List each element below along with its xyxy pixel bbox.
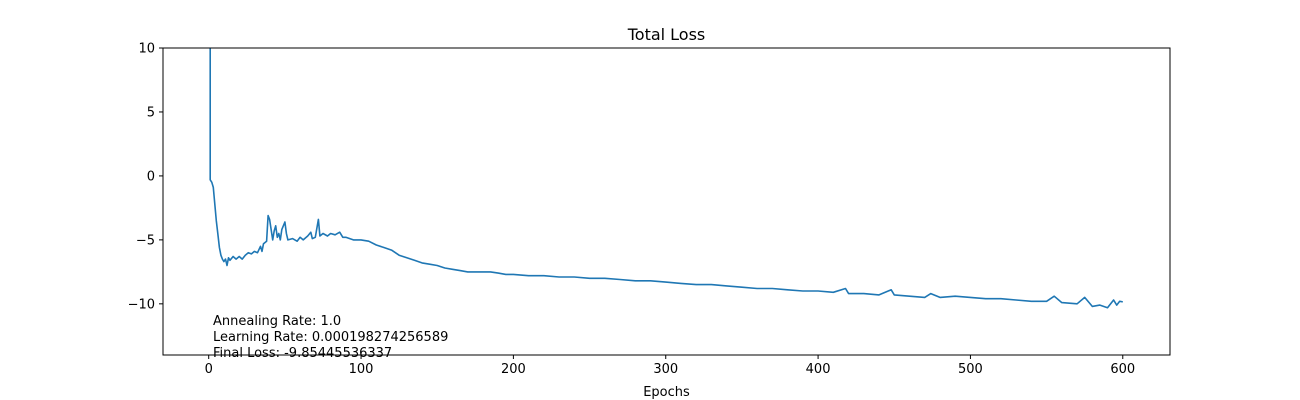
x-axis-label: Epochs xyxy=(643,385,690,400)
x-tick-label: 500 xyxy=(958,362,983,377)
chart-title: Total Loss xyxy=(627,25,706,44)
y-tick-label: 5 xyxy=(147,105,155,120)
x-tick-label: 600 xyxy=(1110,362,1135,377)
plot-area xyxy=(209,48,1123,309)
annotation-line-0: Annealing Rate: 1.0 xyxy=(213,314,341,329)
y-tick-label: 0 xyxy=(147,169,155,184)
x-tick-label: 100 xyxy=(349,362,374,377)
y-axis: −10 −5 0 5 10 xyxy=(128,42,163,312)
y-tick-label: −10 xyxy=(128,297,155,312)
series-line-0 xyxy=(209,48,1123,309)
x-tick-label: 0 xyxy=(205,362,213,377)
y-tick-label: 10 xyxy=(138,42,155,57)
x-tick-label: 400 xyxy=(806,362,831,377)
x-axis: 0 100 200 300 400 500 600 xyxy=(205,355,1135,377)
plot-frame xyxy=(162,47,1171,356)
x-tick-label: 200 xyxy=(501,362,526,377)
annotation-line-2: Final Loss: -9.85445536337 xyxy=(213,346,392,361)
annotation-line-1: Learning Rate: 0.000198274256589 xyxy=(213,330,448,345)
x-tick-label: 300 xyxy=(653,362,678,377)
y-tick-label: −5 xyxy=(136,233,155,248)
